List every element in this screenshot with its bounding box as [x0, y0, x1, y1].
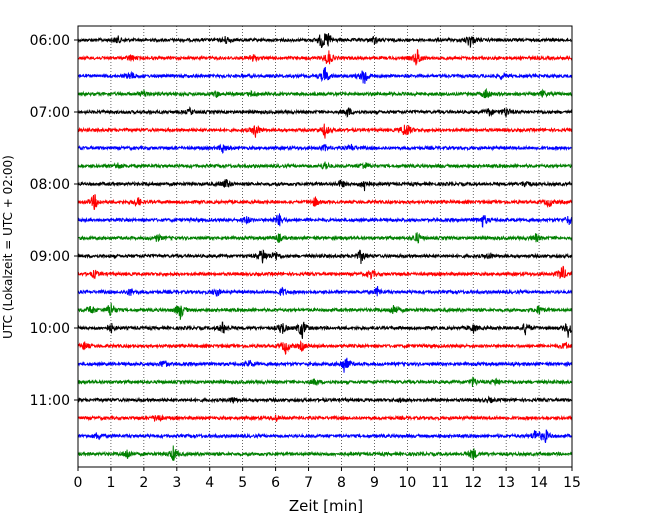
- y-tick-label: 11:00: [30, 393, 70, 409]
- y-tick-label: 08:00: [30, 177, 70, 193]
- seismic-trace-0645: [77, 87, 573, 99]
- x-tick-label: 8: [337, 475, 346, 491]
- x-tick-label: 10: [398, 475, 416, 491]
- y-axis-title: UTC (Lokalzeit = UTC + 02:00): [1, 155, 15, 339]
- seismic-trace-0845: [77, 232, 573, 244]
- seismic-trace-1030: [77, 357, 573, 373]
- seismic-trace-0815: [77, 194, 573, 211]
- seismic-trace-1045: [77, 376, 573, 388]
- x-tick-label: 0: [74, 475, 83, 491]
- x-tick-label: 6: [271, 475, 280, 491]
- x-tick-label: 1: [106, 475, 115, 491]
- x-axis-title: Zeit [min]: [289, 497, 363, 515]
- x-tick-label: 2: [139, 475, 148, 491]
- x-axis-ticks: 0 1 2 3 4 5 6 7 8 9 10 11 12 13 14 15: [74, 467, 581, 491]
- y-tick-label: 06:00: [30, 33, 70, 49]
- x-tick-label: 7: [304, 475, 313, 491]
- x-tick-label: 3: [172, 475, 181, 491]
- seismic-trace-0600: [77, 33, 573, 48]
- seismic-trace-1145: [77, 445, 573, 461]
- seismic-trace-0945: [77, 303, 573, 320]
- seismic-trace-1000: [77, 321, 573, 339]
- x-tick-label: 4: [205, 475, 214, 491]
- seismic-trace-1130: [77, 429, 573, 444]
- seismic-trace-0915: [77, 265, 573, 280]
- x-tick-label: 9: [370, 475, 379, 491]
- seismic-trace-1015: [77, 339, 573, 355]
- plot-frame: [77, 25, 573, 468]
- seismic-trace-0615: [77, 49, 573, 66]
- seismic-trace-1100: [77, 395, 573, 404]
- x-tick-label: 13: [497, 475, 515, 491]
- seismic-traces: [77, 33, 573, 461]
- y-tick-label: 07:00: [30, 105, 70, 121]
- seismic-trace-0830: [77, 213, 573, 228]
- seismic-trace-0715: [77, 123, 573, 139]
- seismic-trace-0930: [77, 285, 573, 297]
- seismic-trace-0745: [77, 161, 573, 170]
- x-tick-label: 12: [464, 475, 482, 491]
- seismic-trace-0800: [77, 179, 573, 192]
- seismic-trace-1115: [77, 413, 573, 423]
- x-tick-label: 15: [563, 475, 581, 491]
- y-tick-label: 09:00: [30, 249, 70, 265]
- x-tick-label: 5: [238, 475, 247, 491]
- seismic-trace-0630: [77, 66, 573, 84]
- seismic-trace-0900: [77, 249, 573, 264]
- y-tick-label: 10:00: [30, 321, 70, 337]
- x-tick-label: 11: [431, 475, 449, 491]
- seismic-trace-0730: [77, 143, 573, 154]
- x-tick-label: 14: [530, 475, 548, 491]
- seismic-trace-0700: [77, 106, 573, 118]
- y-axis-ticks: 06:00 07:00 08:00 09:00 10:00 11:00: [30, 33, 78, 409]
